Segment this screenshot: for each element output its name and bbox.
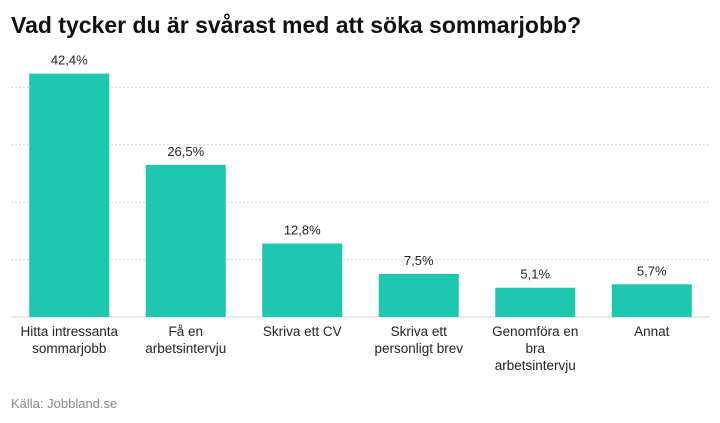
- x-tick-label: Skriva ett personligt brev: [374, 324, 464, 356]
- data-label: 5,1%: [520, 267, 550, 282]
- x-tick-label: Skriva ett CV: [262, 324, 342, 339]
- x-tick-label: Få en arbetsintervju: [145, 324, 227, 356]
- x-tick-label: Annat: [634, 324, 670, 339]
- bar: [495, 287, 576, 317]
- data-label: 42,4%: [51, 53, 88, 68]
- data-label: 5,7%: [637, 263, 667, 278]
- x-tick-label: Genomföra en bra arbetsintervju: [492, 324, 579, 373]
- chart-title: Vad tycker du är svårast med att söka so…: [11, 12, 582, 38]
- source-note: Källa: Jobbland.se: [11, 396, 118, 411]
- data-label: 7,5%: [404, 253, 434, 268]
- data-label: 12,8%: [284, 223, 321, 238]
- bar: [378, 273, 459, 317]
- bar: [611, 284, 692, 317]
- bar: [262, 243, 343, 317]
- bar: [29, 73, 110, 318]
- data-label: 26,5%: [167, 144, 204, 159]
- bar: [145, 164, 226, 317]
- x-tick-label: Hitta intressanta sommarjobb: [20, 324, 119, 356]
